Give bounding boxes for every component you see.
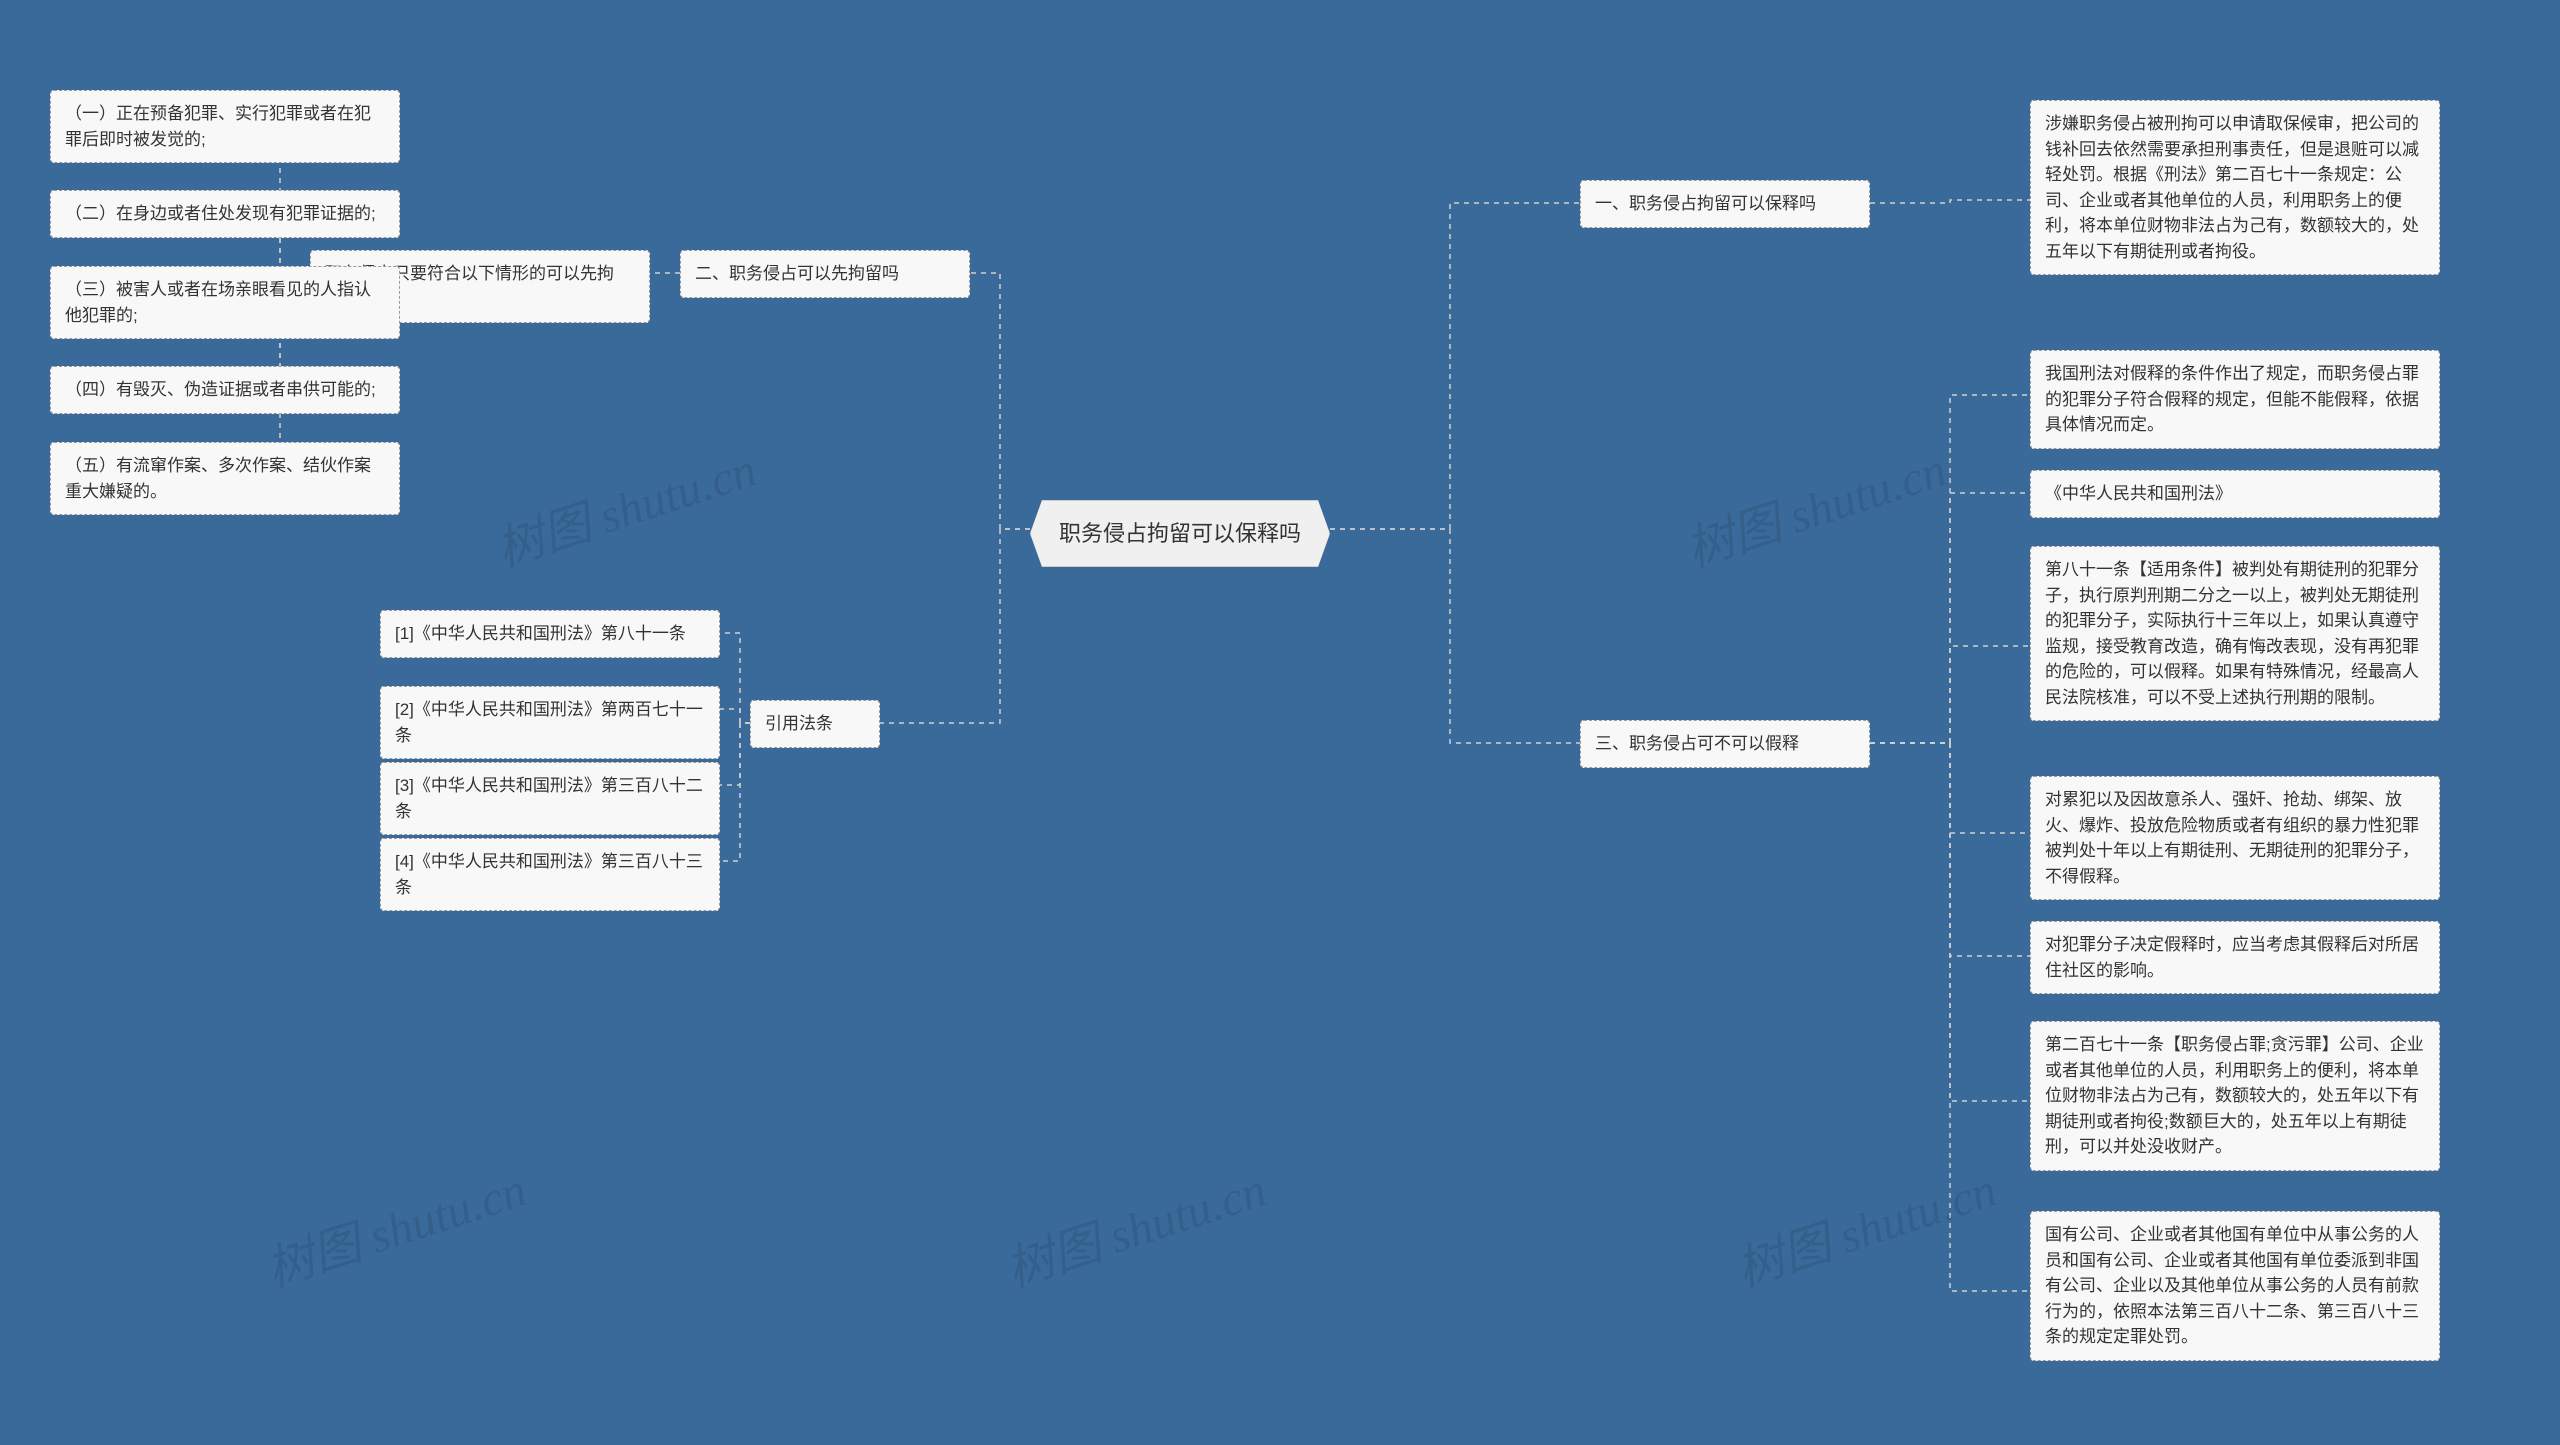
- branch-2-leaf-2: （三）被害人或者在场亲眼看见的人指认他犯罪的;: [50, 266, 400, 339]
- branch-3-leaf-0: 我国刑法对假释的条件作出了规定，而职务侵占罪的犯罪分子符合假释的规定，但能不能假…: [2030, 350, 2440, 449]
- branch-3-leaf-6: 国有公司、企业或者其他国有单位中从事公务的人员和国有公司、企业或者其他国有单位委…: [2030, 1211, 2440, 1361]
- branch-3-leaf-5: 第二百七十一条【职务侵占罪;贪污罪】公司、企业或者其他单位的人员，利用职务上的便…: [2030, 1021, 2440, 1171]
- watermark: 树图 shutu.cn: [256, 1150, 534, 1300]
- branch-2-leaf-0: （一）正在预备犯罪、实行犯罪或者在犯罪后即时被发觉的;: [50, 90, 400, 163]
- branch-2: 二、职务侵占可以先拘留吗: [680, 250, 970, 298]
- branch-3-leaf-3: 对累犯以及因故意杀人、强奸、抢劫、绑架、放火、爆炸、投放危险物质或者有组织的暴力…: [2030, 776, 2440, 900]
- branch-4-leaf-1: [2]《中华人民共和国刑法》第两百七十一条: [380, 686, 720, 759]
- branch-4-leaf-0: [1]《中华人民共和国刑法》第八十一条: [380, 610, 720, 658]
- branch-2-leaf-3: （四）有毁灭、伪造证据或者串供可能的;: [50, 366, 400, 414]
- watermark: 树图 shutu.cn: [996, 1150, 1274, 1300]
- branch-1: 一、职务侵占拘留可以保释吗: [1580, 180, 1870, 228]
- watermark: 树图 shutu.cn: [486, 430, 764, 580]
- branch-3-leaf-2: 第八十一条【适用条件】被判处有期徒刑的犯罪分子，执行原判刑期二分之一以上，被判处…: [2030, 546, 2440, 721]
- watermark: 树图 shutu.cn: [1726, 1150, 2004, 1300]
- branch-3-leaf-4: 对犯罪分子决定假释时，应当考虑其假释后对所居住社区的影响。: [2030, 921, 2440, 994]
- branch-3-leaf-1: 《中华人民共和国刑法》: [2030, 470, 2440, 518]
- branch-2-leaf-1: （二）在身边或者住处发现有犯罪证据的;: [50, 190, 400, 238]
- branch-1-leaf-0: 涉嫌职务侵占被刑拘可以申请取保候审，把公司的钱补回去依然需要承担刑事责任，但是退…: [2030, 100, 2440, 275]
- branch-3: 三、职务侵占可不可以假释: [1580, 720, 1870, 768]
- branch-2-leaf-4: （五）有流窜作案、多次作案、结伙作案重大嫌疑的。: [50, 442, 400, 515]
- root-node: 职务侵占拘留可以保释吗: [1030, 500, 1330, 567]
- branch-4-leaf-3: [4]《中华人民共和国刑法》第三百八十三条: [380, 838, 720, 911]
- branch-4: 引用法条: [750, 700, 880, 748]
- branch-4-leaf-2: [3]《中华人民共和国刑法》第三百八十二条: [380, 762, 720, 835]
- watermark: 树图 shutu.cn: [1676, 430, 1954, 580]
